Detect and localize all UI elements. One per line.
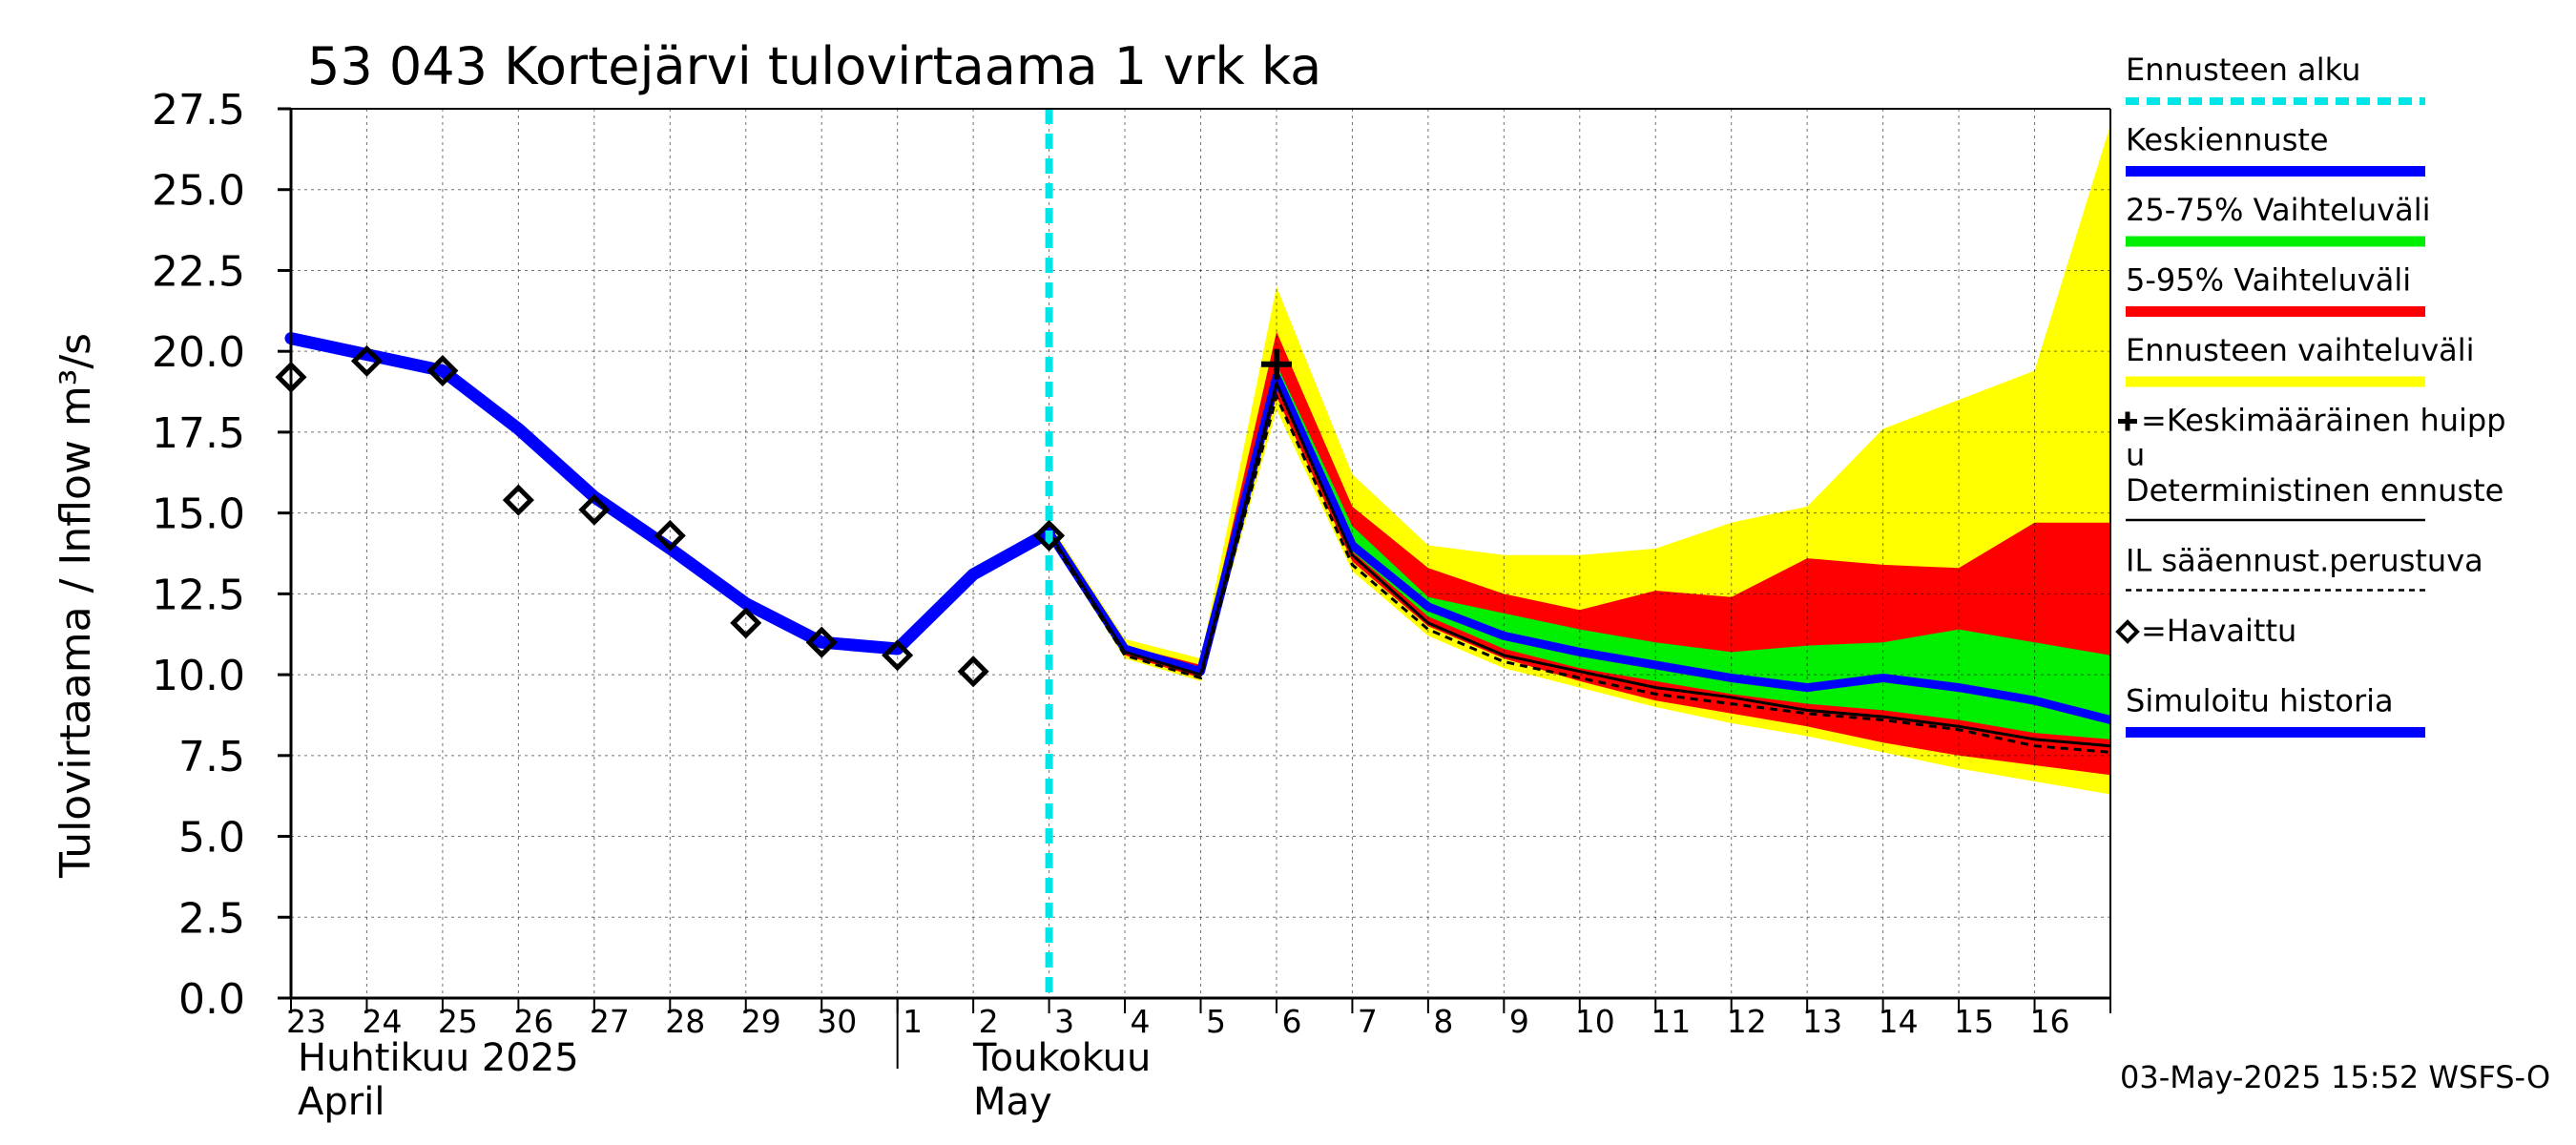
x-tick-label: 11	[1651, 1003, 1691, 1040]
x-tick-label: 12	[1727, 1003, 1767, 1040]
legend-label: u	[2126, 437, 2145, 473]
legend-label: =Havaittu	[2141, 613, 2296, 649]
footer-timestamp: 03-May-2025 15:52 WSFS-O	[2120, 1059, 2550, 1095]
month-label-fi: Toukokuu	[972, 1036, 1151, 1080]
observed-point	[730, 607, 762, 639]
x-tick-label: 13	[1802, 1003, 1842, 1040]
y-tick-label: 5.0	[178, 814, 245, 863]
legend-label: =Keskimääräinen huipp	[2141, 403, 2506, 439]
x-tick-label: 24	[362, 1003, 402, 1040]
y-tick-label: 27.5	[152, 86, 245, 135]
observed-point	[957, 656, 989, 688]
x-tick-label: 5	[1206, 1003, 1226, 1040]
observed-point	[502, 484, 534, 516]
x-tick-label: 10	[1575, 1003, 1615, 1040]
series-il-saaennust-perustuva	[1048, 392, 2111, 754]
observed-point	[654, 519, 686, 552]
observed-point	[350, 344, 383, 377]
x-tick-label: 15	[1954, 1003, 1994, 1040]
month-label-en: May	[973, 1080, 1052, 1124]
x-tick-label: 30	[817, 1003, 857, 1040]
x-tick-label: 2	[979, 1003, 999, 1040]
legend-diamond-icon	[2115, 619, 2140, 644]
x-tick-label: 4	[1131, 1003, 1151, 1040]
observed-point	[426, 354, 459, 387]
y-tick-label: 15.0	[152, 490, 245, 539]
y-tick-label: 25.0	[152, 167, 245, 216]
x-tick-label: 25	[438, 1003, 478, 1040]
chart-title: 53 043 Kortejärvi tulovirtaama 1 vrk ka	[307, 36, 1321, 96]
x-tick-label: 28	[665, 1003, 705, 1040]
x-tick-label: 26	[513, 1003, 553, 1040]
y-tick-label: 7.5	[178, 733, 245, 781]
y-tick-label: 22.5	[152, 247, 245, 296]
month-label-fi: Huhtikuu 2025	[298, 1036, 579, 1080]
observed-point	[882, 639, 914, 672]
x-tick-label: 8	[1433, 1003, 1453, 1040]
x-tick-label: 27	[590, 1003, 630, 1040]
y-tick-label: 10.0	[152, 652, 245, 700]
y-tick-label: 0.0	[178, 975, 245, 1024]
x-tick-label: 16	[2030, 1003, 2070, 1040]
observed-point	[805, 626, 838, 658]
x-tick-label: 14	[1879, 1003, 1919, 1040]
x-tick-label: 7	[1358, 1003, 1378, 1040]
legend-label: Ennusteen vaihteluväli	[2126, 332, 2475, 368]
x-tick-label: 1	[903, 1003, 923, 1040]
legend-label: Keskiennuste	[2126, 122, 2329, 158]
observed-point	[1033, 519, 1066, 552]
legend-label: Deterministinen ennuste	[2126, 472, 2503, 509]
legend-label: Simuloitu historia	[2126, 683, 2394, 719]
axes: 0.0 2.5 5.0 7.5 10.0 12.5 15.0 17.5 20.0 22.5 25.0…	[152, 86, 2111, 1124]
forecast-bands	[1049, 124, 2110, 795]
y-axis-label: Tulovirtaama / Inflow m³/s	[52, 333, 100, 879]
observed-point	[578, 493, 611, 526]
legend-label: 25-75% Vaihteluväli	[2126, 192, 2430, 228]
legend-label: IL sääennust.perustuva	[2126, 543, 2483, 579]
y-tick-label: 2.5	[178, 894, 245, 943]
legend-label: 5-95% Vaihteluväli	[2126, 262, 2411, 299]
month-label-en: April	[298, 1080, 384, 1124]
series-deterministinen-ennuste	[1048, 379, 2111, 748]
y-tick-label: 17.5	[152, 409, 245, 458]
x-tick-label: 3	[1054, 1003, 1074, 1040]
x-tick-label: 9	[1509, 1003, 1529, 1040]
observed-markers	[275, 344, 1292, 688]
x-tick-label: 6	[1281, 1003, 1301, 1040]
legend: Ennusteen alku Keskiennuste 25-75% Vaihtel…	[2115, 52, 2506, 738]
x-tick-label: 23	[286, 1003, 326, 1040]
x-tick-label: 29	[741, 1003, 781, 1040]
y-tick-label: 20.0	[152, 328, 245, 377]
legend-label: Ennusteen alku	[2126, 52, 2360, 88]
y-tick-label: 12.5	[152, 571, 245, 619]
